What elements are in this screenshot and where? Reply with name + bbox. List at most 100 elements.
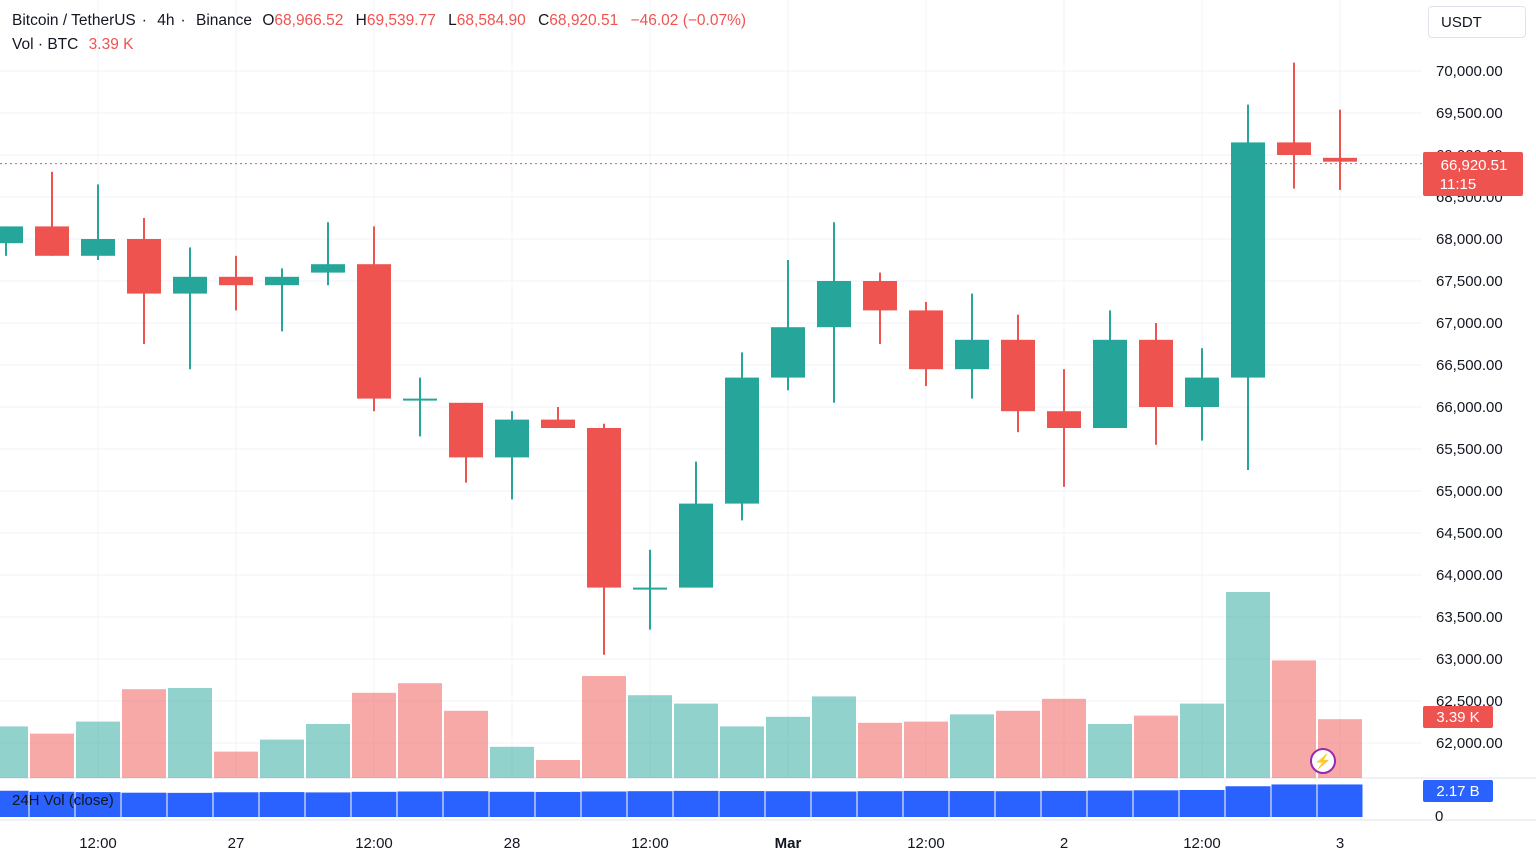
indicator-bar <box>673 790 719 817</box>
symbol-legend[interactable]: Bitcoin / TetherUS · 4h · Binance O68,966.… <box>12 12 752 30</box>
change-value: −46.02 (−0.07%) <box>630 12 747 29</box>
volume-bars <box>0 592 1362 778</box>
price-tick-label: 68,000.00 <box>1436 231 1503 248</box>
volume-bar <box>950 714 994 778</box>
indicator-bar <box>305 792 351 817</box>
indicator-bar <box>719 791 765 817</box>
candle-body <box>771 327 805 378</box>
indicator-bar <box>489 791 535 817</box>
currency-selector[interactable]: USDT <box>1428 6 1526 38</box>
time-tick-label: 12:00 <box>631 835 669 852</box>
interval[interactable]: 4h <box>157 12 175 29</box>
separator: · <box>141 12 147 29</box>
indicator-bar <box>351 791 397 817</box>
volume-bar <box>996 710 1040 778</box>
high-value: 69,539.77 <box>366 12 436 29</box>
indicator-bar <box>29 791 75 817</box>
candle-body <box>219 276 253 286</box>
volume-label[interactable]: Vol · BTC <box>12 36 79 53</box>
price-tick-label: 64,500.00 <box>1436 525 1503 542</box>
candle-body <box>0 226 23 244</box>
indicator-bar <box>949 791 995 817</box>
volume-bar <box>582 676 626 778</box>
candle-body <box>725 377 759 504</box>
indicator-bar <box>995 791 1041 817</box>
candle-body <box>1047 411 1081 428</box>
close-label: C <box>538 12 550 29</box>
volume-bar <box>1180 703 1224 778</box>
volume-bar <box>352 692 396 778</box>
volume-bar <box>858 722 902 778</box>
price-tick-label: 66,000.00 <box>1436 399 1503 416</box>
volume-bar <box>30 733 74 778</box>
volume-legend[interactable]: Vol · BTC 3.39 K <box>12 36 139 54</box>
volume-bar <box>1134 715 1178 778</box>
time-tick-label: 28 <box>504 835 521 852</box>
volume-bar <box>766 716 810 778</box>
candle-body <box>1277 142 1311 155</box>
volume-bar <box>812 696 856 778</box>
candles <box>0 62 1357 655</box>
candle-body <box>587 428 621 588</box>
price-tick-label: 65,000.00 <box>1436 483 1503 500</box>
volume-bar <box>122 689 166 778</box>
symbol-name[interactable]: Bitcoin / TetherUS <box>12 12 136 29</box>
time-tick-label: 12:00 <box>79 835 117 852</box>
candle-body <box>541 419 575 428</box>
candle-body <box>817 281 851 328</box>
indicator-bar <box>1041 790 1087 817</box>
volume-bar <box>1042 698 1086 778</box>
volume-bar <box>168 688 212 778</box>
candle-body <box>35 226 69 256</box>
candle-body <box>81 239 115 256</box>
volume-bar <box>0 726 28 778</box>
candle-body <box>1139 339 1173 407</box>
volume-bar <box>1226 592 1270 778</box>
low-label: L <box>448 12 457 29</box>
indicator-value-tag: 2.17 B <box>1423 780 1493 802</box>
open-label: O <box>262 12 275 29</box>
candle-body <box>1231 142 1265 378</box>
volume-bar <box>720 726 764 778</box>
candle-body <box>633 587 667 590</box>
indicator-bar <box>1317 784 1363 817</box>
indicator-bar <box>1225 786 1271 817</box>
indicator-bar <box>581 791 627 817</box>
candle-body <box>909 310 943 370</box>
candle-body <box>1323 157 1357 162</box>
indicator-bar <box>259 792 305 817</box>
price-axis[interactable]: 70,000.0069,500.0069,000.0068,500.0068,0… <box>1436 63 1503 752</box>
low-value: 68,584.90 <box>456 12 526 29</box>
time-tick-label: 2 <box>1060 835 1068 852</box>
last-price-tag: 66,920.51 11:15 <box>1423 152 1523 196</box>
volume-bar <box>260 739 304 778</box>
indicator-bar <box>443 791 489 817</box>
price-tick-label: 65,500.00 <box>1436 441 1503 458</box>
candle-body <box>173 276 207 294</box>
indicator-bar <box>75 792 121 817</box>
volume-bar <box>214 751 258 778</box>
volume-bar <box>674 703 718 778</box>
indicator-label[interactable]: 24H Vol (close) <box>12 792 114 809</box>
volume-value-tag: 3.39 K <box>1423 706 1493 728</box>
indicator-bar <box>627 791 673 817</box>
indicator-bar <box>213 792 259 817</box>
volume-bar <box>306 724 350 778</box>
time-tick-label: Mar <box>775 835 802 852</box>
volume-bar <box>490 746 534 778</box>
candle-body <box>863 281 897 311</box>
price-tick-label: 63,500.00 <box>1436 609 1503 626</box>
indicator-bar <box>1179 790 1225 817</box>
candle-body <box>357 264 391 399</box>
volume-bar <box>444 710 488 778</box>
price-tick-label: 63,000.00 <box>1436 651 1503 668</box>
lightning-bolt-icon[interactable]: ⚡ <box>1310 748 1336 774</box>
separator: · <box>180 12 186 29</box>
high-label: H <box>355 12 367 29</box>
time-tick-label: 12:00 <box>907 835 945 852</box>
price-tick-label: 64,000.00 <box>1436 567 1503 584</box>
indicator-bar <box>1271 784 1317 817</box>
24h-volume-indicator <box>0 784 1363 817</box>
